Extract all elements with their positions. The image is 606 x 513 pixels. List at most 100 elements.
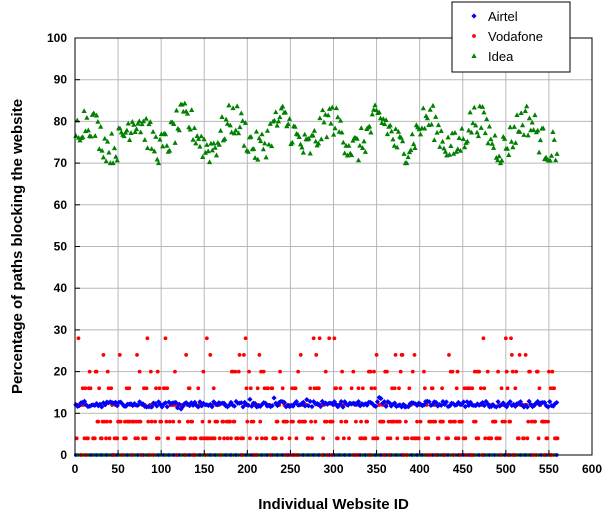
airtel-point: [226, 402, 232, 408]
vodafone-point: [313, 419, 318, 424]
idea-point: [404, 160, 410, 166]
airtel-point: [174, 405, 181, 411]
vodafone-point: [187, 386, 192, 391]
idea-point: [139, 121, 145, 127]
vodafone-point: [86, 436, 90, 441]
idea-point: [273, 109, 279, 115]
idea-point: [302, 131, 308, 137]
idea-point: [136, 118, 142, 124]
idea-point: [441, 145, 447, 151]
idea-point: [258, 138, 264, 144]
vodafone-point: [149, 419, 154, 424]
vodafone-point: [447, 353, 451, 357]
idea-point: [537, 137, 544, 143]
airtel-point: [517, 399, 524, 405]
idea-point: [459, 125, 465, 131]
vodafone-point: [454, 386, 459, 391]
airtel-point: [238, 400, 244, 406]
airtel-point: [188, 400, 194, 406]
idea-point: [387, 122, 393, 128]
idea-point: [218, 127, 224, 133]
vodafone-point: [552, 386, 556, 391]
vodafone-point: [341, 436, 346, 441]
airtel-point: [317, 403, 324, 410]
vodafone-point: [109, 386, 114, 391]
airtel-point: [254, 404, 260, 410]
idea-point: [519, 122, 526, 128]
airtel-point: [300, 399, 306, 405]
vodafone-point: [503, 336, 508, 341]
idea-point: [489, 141, 495, 146]
vodafone-point: [360, 386, 365, 391]
vodafone-point: [298, 353, 303, 357]
idea-point: [508, 138, 515, 144]
idea-point: [296, 134, 302, 140]
airtel-point: [536, 402, 543, 408]
idea-point: [235, 130, 242, 136]
vodafone-point: [264, 436, 269, 441]
idea-point: [535, 127, 541, 133]
airtel-point: [304, 397, 310, 403]
vodafone-point: [247, 369, 251, 374]
vodafone-point: [477, 369, 482, 374]
vodafone-point: [164, 419, 169, 424]
idea-point: [198, 133, 204, 139]
idea-point: [411, 141, 417, 147]
idea-point: [437, 144, 443, 149]
airtel-point: [355, 399, 362, 405]
vodafone-point: [159, 419, 164, 424]
idea-point: [331, 131, 337, 137]
vodafone-point: [455, 369, 460, 374]
idea-point: [213, 152, 220, 158]
data-points: [73, 100, 560, 457]
idea-point: [551, 137, 557, 142]
legend-label: Airtel: [488, 9, 518, 24]
airtel-point: [531, 402, 537, 409]
vodafone-point: [508, 419, 513, 424]
airtel-point: [507, 399, 513, 405]
y-tick-label: 80: [54, 114, 68, 128]
idea-point: [524, 103, 530, 109]
idea-point: [81, 108, 87, 114]
idea-point: [248, 133, 254, 139]
airtel-point: [271, 395, 277, 401]
idea-point: [234, 103, 240, 109]
vodafone-point: [156, 436, 161, 441]
airtel-point: [259, 402, 265, 408]
vodafone-point: [165, 386, 170, 391]
idea-point: [390, 136, 396, 142]
idea-point: [522, 108, 528, 114]
airtel-point: [381, 399, 387, 405]
idea-point: [200, 154, 206, 160]
vodafone-point: [104, 436, 108, 441]
vodafone-point: [145, 336, 150, 341]
vodafone-point: [137, 369, 142, 374]
vodafone-point: [296, 369, 301, 374]
idea-point: [135, 120, 141, 126]
vodafone-point: [273, 436, 278, 441]
vodafone-point: [188, 436, 193, 441]
vodafone-point: [241, 353, 246, 357]
idea-point: [452, 129, 458, 135]
vodafone-point: [83, 386, 88, 391]
airtel-point: [228, 399, 234, 406]
idea-point: [400, 138, 406, 144]
vodafone-point: [251, 419, 256, 424]
vodafone-point: [478, 386, 483, 391]
vodafone-point: [517, 353, 522, 357]
airtel-point: [547, 399, 553, 405]
vodafone-point: [349, 386, 354, 391]
vodafone-point: [372, 369, 376, 374]
idea-point: [103, 158, 109, 164]
idea-point: [466, 127, 472, 133]
idea-point: [98, 123, 104, 129]
vodafone-point: [385, 369, 389, 374]
y-tick-label: 60: [54, 198, 68, 212]
airtel-point: [385, 399, 391, 405]
vodafone-point: [323, 369, 328, 374]
idea-point: [286, 116, 293, 121]
vodafone-point: [211, 386, 216, 391]
idea-point: [468, 129, 475, 135]
airtel-point: [510, 401, 517, 407]
idea-point: [223, 116, 229, 122]
